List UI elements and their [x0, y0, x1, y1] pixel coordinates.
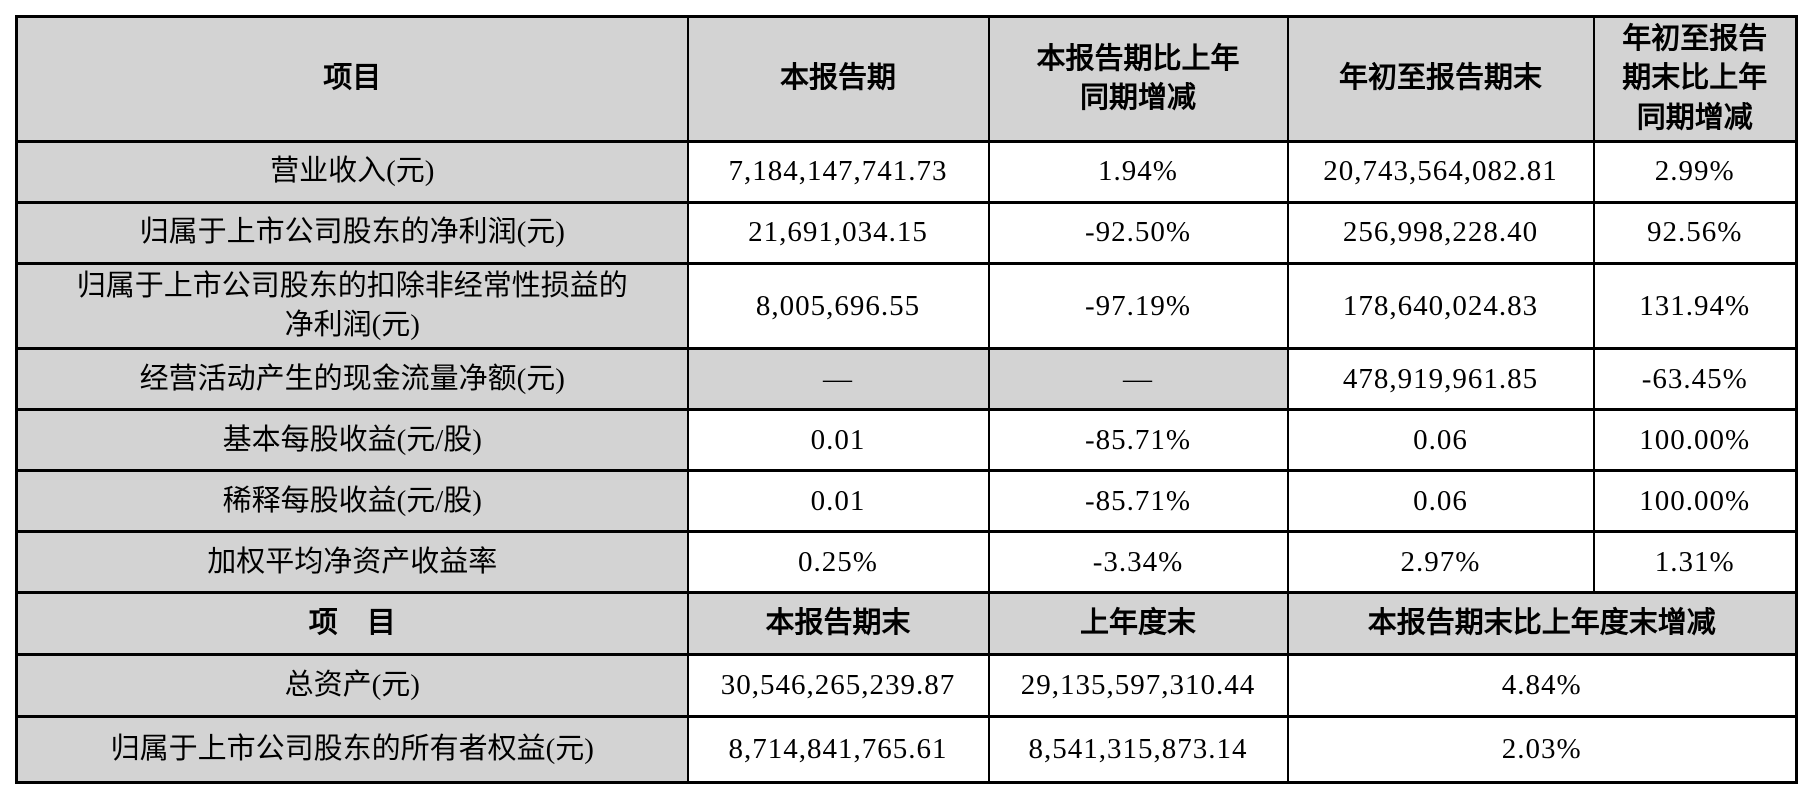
value-cell: -85.71%	[987, 469, 1289, 534]
value-cell: -3.34%	[987, 530, 1289, 595]
row-label-text: 归属于上市公司股东的扣除非经常性损益的净利润(元)	[76, 270, 628, 342]
row-label-cell: 营业收入(元)	[15, 140, 689, 204]
value-cell: -97.19%	[987, 261, 1289, 351]
header-cell-ytd-vs-prior: 年初至报告期末比上年同期增减	[1592, 15, 1798, 143]
table-row-shareholders-equity: 归属于上市公司股东的所有者权益(元) 8,714,841,765.61 8,54…	[15, 715, 1798, 785]
value-cell: 178,640,024.83	[1286, 261, 1595, 351]
value-cell: 8,541,315,873.14	[987, 715, 1289, 785]
row-label-cell: 归属于上市公司股东的扣除非经常性损益的净利润(元)	[15, 261, 689, 351]
value-cell: 92.56%	[1592, 201, 1798, 265]
row-label-cell: 经营活动产生的现金流量净额(元)	[15, 347, 689, 412]
header-cell-current-period: 本报告期	[686, 15, 990, 143]
header-cell-item: 项目	[15, 15, 689, 143]
value-cell: 21,691,034.15	[686, 201, 990, 265]
header-cell-end-of-prior-year: 上年度末	[987, 591, 1289, 657]
table-row-net-profit: 归属于上市公司股东的净利润(元) 21,691,034.15 -92.50% 2…	[15, 201, 1798, 265]
header-text-current-vs-prior: 本报告期比上年同期增减	[1036, 42, 1240, 114]
value-cell: 1.31%	[1592, 530, 1798, 595]
value-cell: 256,998,228.40	[1286, 201, 1595, 265]
value-cell: 100.00%	[1592, 408, 1798, 473]
header-cell-current-vs-prior: 本报告期比上年同期增减	[987, 15, 1289, 143]
value-cell: -92.50%	[987, 201, 1289, 265]
value-cell: 29,135,597,310.44	[987, 653, 1289, 719]
row-label-cell: 基本每股收益(元/股)	[15, 408, 689, 473]
value-cell: 0.01	[686, 408, 990, 473]
row-label-cell: 归属于上市公司股东的净利润(元)	[15, 201, 689, 265]
value-cell-change: 4.84%	[1286, 653, 1798, 719]
value-cell: 20,743,564,082.81	[1286, 140, 1595, 204]
value-cell: -63.45%	[1592, 347, 1798, 412]
value-cell-dash: —	[987, 347, 1289, 412]
table1-header-row: 项目 本报告期 本报告期比上年同期增减 年初至报告期末 年初至报告期末比上年同期…	[15, 15, 1798, 143]
table-row-weighted-avg-roe: 加权平均净资产收益率 0.25% -3.34% 2.97% 1.31%	[15, 530, 1798, 595]
table-row-revenue: 营业收入(元) 7,184,147,741.73 1.94% 20,743,56…	[15, 140, 1798, 204]
value-cell: 30,546,265,239.87	[686, 653, 990, 719]
table-row-operating-cash-flow: 经营活动产生的现金流量净额(元) — — 478,919,961.85 -63.…	[15, 347, 1798, 412]
value-cell: 0.25%	[686, 530, 990, 595]
header-cell-ytd: 年初至报告期末	[1286, 15, 1595, 143]
value-cell: 8,714,841,765.61	[686, 715, 990, 785]
row-label-cell: 稀释每股收益(元/股)	[15, 469, 689, 534]
table-row-total-assets: 总资产(元) 30,546,265,239.87 29,135,597,310.…	[15, 653, 1798, 719]
value-cell: 8,005,696.55	[686, 261, 990, 351]
header-text-ytd-vs-prior: 年初至报告期末比上年同期增减	[1622, 23, 1768, 134]
row-label-cell: 总资产(元)	[15, 653, 689, 719]
value-cell: 2.99%	[1592, 140, 1798, 204]
table2-header-row: 项 目 本报告期末 上年度末 本报告期末比上年度末增减	[15, 591, 1798, 657]
value-cell: 1.94%	[987, 140, 1289, 204]
table-row-net-profit-excl-nonrecurring: 归属于上市公司股东的扣除非经常性损益的净利润(元) 8,005,696.55 -…	[15, 261, 1798, 351]
value-cell-change: 2.03%	[1286, 715, 1798, 785]
key-financials-table: 项目 本报告期 本报告期比上年同期增减 年初至报告期末 年初至报告期末比上年同期…	[15, 15, 1798, 785]
row-label-cell: 归属于上市公司股东的所有者权益(元)	[15, 715, 689, 785]
value-cell-dash: —	[686, 347, 990, 412]
value-cell: 478,919,961.85	[1286, 347, 1595, 412]
header-cell-end-of-period: 本报告期末	[686, 591, 990, 657]
value-cell: 0.06	[1286, 408, 1595, 473]
table-row-basic-eps: 基本每股收益(元/股) 0.01 -85.71% 0.06 100.00%	[15, 408, 1798, 473]
header-cell-item2: 项 目	[15, 591, 689, 657]
value-cell: 0.06	[1286, 469, 1595, 534]
value-cell: 2.97%	[1286, 530, 1595, 595]
header-cell-period-end-change: 本报告期末比上年度末增减	[1286, 591, 1798, 657]
value-cell: 0.01	[686, 469, 990, 534]
value-cell: 100.00%	[1592, 469, 1798, 534]
value-cell: 7,184,147,741.73	[686, 140, 990, 204]
value-cell: 131.94%	[1592, 261, 1798, 351]
row-label-cell: 加权平均净资产收益率	[15, 530, 689, 595]
table-row-diluted-eps: 稀释每股收益(元/股) 0.01 -85.71% 0.06 100.00%	[15, 469, 1798, 534]
value-cell: -85.71%	[987, 408, 1289, 473]
